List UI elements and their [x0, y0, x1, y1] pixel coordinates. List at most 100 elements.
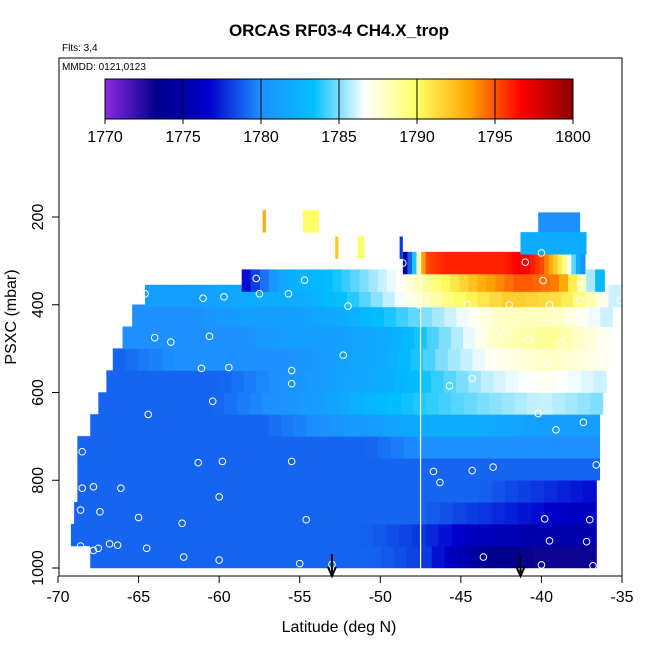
heatmap-cell — [558, 545, 572, 569]
heatmap-cell — [155, 458, 170, 481]
heatmap-cell — [586, 414, 601, 437]
heatmap-cell — [90, 414, 104, 437]
heatmap-cell — [518, 370, 532, 393]
heatmap-cell — [452, 501, 467, 525]
heatmap-cell — [429, 458, 444, 481]
heatmap-cell — [224, 392, 238, 415]
heatmap-cell — [531, 480, 545, 503]
heatmap-cell — [175, 523, 190, 547]
heatmap-cell — [348, 304, 361, 327]
heatmap-cell — [231, 370, 245, 393]
heatmap-cell — [224, 348, 238, 371]
heatmap-cell — [534, 458, 548, 481]
sample-point — [78, 484, 86, 492]
heatmap-cell — [307, 523, 322, 547]
heatmap-cell — [84, 523, 98, 547]
heatmap-cell — [448, 251, 454, 275]
heatmap-cell — [444, 304, 457, 327]
heatmap-cell — [324, 304, 337, 327]
heatmap-cell — [568, 370, 582, 393]
heatmap-cell — [280, 326, 294, 349]
heatmap-cell — [207, 480, 221, 503]
heatmap-cell — [279, 545, 294, 569]
sample-point — [616, 296, 622, 305]
sample-point — [89, 546, 98, 555]
sample-point — [537, 249, 546, 257]
heatmap-cell — [399, 523, 413, 547]
heatmap-cell — [495, 545, 509, 569]
heatmap-cell — [508, 458, 522, 481]
heatmap-cell — [381, 370, 395, 393]
heatmap-cell — [583, 501, 597, 525]
heatmap-cell — [586, 269, 596, 292]
plot-frame — [58, 57, 623, 577]
heatmap-cell — [152, 501, 167, 525]
heatmap-cell — [430, 251, 436, 275]
heatmap-cell — [580, 251, 586, 275]
heatmap-cell — [181, 436, 196, 459]
heatmap-cell — [134, 326, 148, 349]
heatmap-cell — [323, 348, 337, 371]
heatmap-cell — [103, 480, 117, 503]
heatmap-cell — [377, 436, 392, 459]
sample-point — [556, 339, 565, 348]
heatmap-cell — [485, 348, 499, 371]
heatmap-cell — [493, 251, 500, 275]
heatmap-cell — [348, 501, 362, 525]
heatmap-cell — [547, 436, 561, 459]
heatmap-cell — [115, 545, 129, 569]
heatmap-cell — [335, 501, 349, 525]
heatmap-cell — [171, 326, 184, 349]
heatmap-cell — [256, 501, 271, 525]
heatmap-cell — [194, 458, 209, 481]
heatmap-cell — [90, 458, 105, 481]
heatmap-cell — [560, 436, 574, 459]
heatmap-cell — [426, 501, 441, 525]
heatmap-cell — [555, 370, 570, 393]
heatmap-cell — [492, 304, 505, 327]
heatmap-cell — [464, 523, 479, 547]
heatmap-cell — [274, 392, 289, 415]
heatmap-cell — [569, 523, 584, 547]
heatmap-cell — [231, 326, 245, 349]
heatmap-cell — [207, 436, 222, 459]
heatmap-cell — [287, 392, 301, 415]
heatmap-cell — [142, 480, 156, 503]
heatmap-cell — [173, 392, 188, 415]
heatmap-cell — [463, 392, 478, 415]
heatmap-cell — [531, 269, 542, 292]
heatmap-cell — [331, 370, 345, 393]
heatmap-cell — [586, 436, 601, 459]
heatmap-cell — [468, 458, 483, 481]
heatmap-cell — [468, 436, 483, 459]
heatmap-cell — [516, 251, 522, 275]
heatmap-cell — [370, 414, 384, 437]
heatmap-cell — [489, 251, 495, 275]
heatmap-cell — [217, 501, 232, 525]
heatmap-cell — [204, 304, 217, 327]
heatmap-cell — [156, 370, 170, 393]
sample-point — [415, 300, 423, 309]
heatmap-cell — [178, 501, 193, 525]
heatmap-cell — [401, 480, 416, 503]
heatmap-cell — [469, 545, 483, 569]
sample-point — [167, 338, 175, 346]
heatmap-cell — [360, 304, 373, 327]
heatmap-cell — [527, 392, 541, 415]
heatmap-cell — [337, 392, 352, 415]
heatmap-cell — [299, 436, 313, 459]
heatmap-cell — [267, 523, 282, 547]
heatmap-cell — [548, 251, 554, 275]
heatmap-cell — [129, 436, 144, 459]
heatmap-cell — [564, 392, 579, 415]
heatmap-cell — [336, 304, 349, 327]
heatmap-cell — [431, 545, 446, 569]
heatmap-cell — [495, 458, 509, 481]
heatmap-cell — [268, 414, 282, 437]
heatmap-cell — [274, 348, 288, 371]
sample-point — [534, 409, 543, 418]
sample-point — [436, 478, 444, 487]
heatmap-cell — [199, 348, 213, 371]
heatmap-cell — [293, 370, 307, 393]
heatmap-cell — [583, 480, 597, 503]
